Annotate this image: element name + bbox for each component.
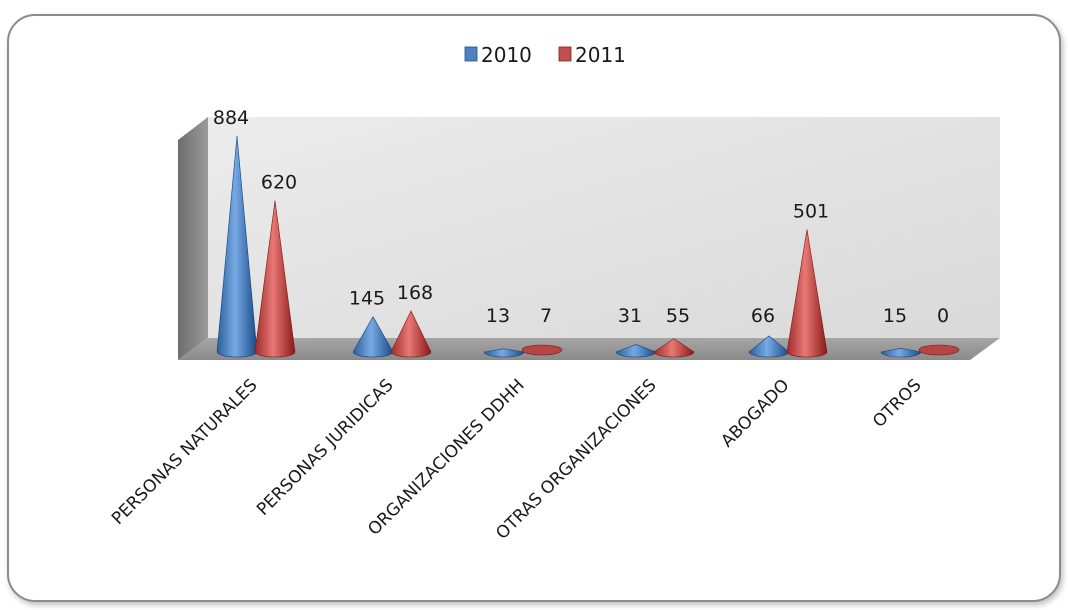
category-label-0: PERSONAS NATURALES: [108, 375, 262, 529]
data-label-2011-2: 7: [540, 305, 552, 327]
cone-2010-5: [880, 348, 922, 358]
data-label-2010-2: 13: [486, 305, 510, 327]
data-label-2010-4: 66: [751, 305, 775, 327]
cone-2011-3: [653, 338, 695, 358]
category-label-3: OTRAS ORGANIZACIONES: [492, 375, 660, 543]
category-label-1: PERSONAS JURIDICAS: [253, 375, 397, 519]
data-label-2011-0: 620: [261, 172, 297, 194]
cone-2011-2: [521, 344, 563, 356]
cone-2011-5: [918, 344, 960, 356]
data-label-2011-4: 501: [793, 201, 829, 223]
data-label-2010-0: 884: [213, 107, 249, 129]
category-label-5: OTROS: [869, 375, 925, 431]
category-label-2: ORGANIZACIONES DDHH: [364, 375, 528, 539]
data-label-2011-3: 55: [666, 305, 690, 327]
legend-swatch-2011: [558, 46, 572, 62]
legend-label-2011: 2011: [575, 43, 626, 67]
data-label-2010-3: 31: [618, 305, 642, 327]
cone-2010-2: [483, 348, 525, 358]
back-wall: [208, 117, 1000, 338]
category-label-4: ABOGADO: [717, 375, 793, 451]
side-wall: [178, 117, 208, 360]
cone-2011-0: [254, 200, 296, 358]
cone-2011-1: [390, 310, 432, 358]
plot-area: [178, 117, 1000, 360]
cone-2011-4: [786, 229, 828, 358]
floor: [178, 338, 1000, 360]
legend-label-2010: 2010: [481, 43, 532, 67]
legend: 2010 2011: [464, 43, 626, 67]
data-label-2011-1: 168: [397, 282, 433, 304]
legend-swatch-2010: [464, 46, 478, 62]
data-label-2010-5: 15: [883, 305, 907, 327]
data-label-2011-5: 0: [937, 305, 949, 327]
data-label-2010-1: 145: [349, 288, 385, 310]
